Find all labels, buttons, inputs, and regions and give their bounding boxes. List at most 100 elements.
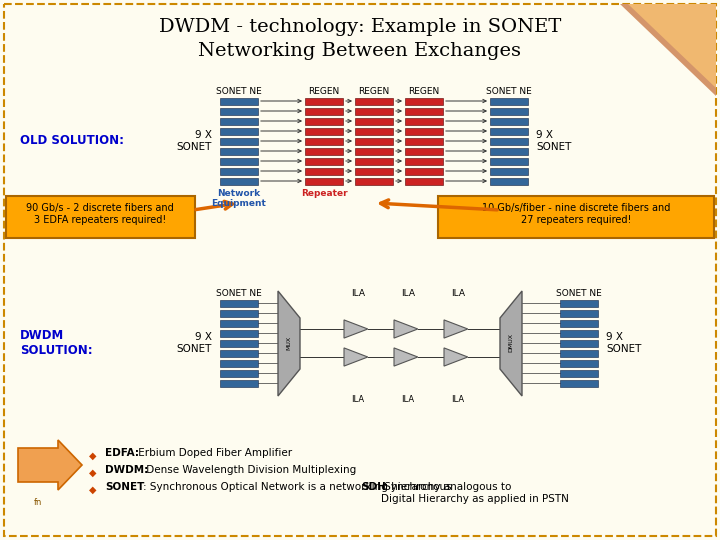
Polygon shape (394, 348, 418, 366)
Bar (220, 340, 258, 347)
Bar (220, 370, 258, 377)
Bar (405, 118, 443, 125)
Text: fn: fn (34, 498, 42, 507)
Text: ILA: ILA (351, 289, 365, 298)
Text: ◆: ◆ (89, 468, 96, 478)
Bar (405, 108, 443, 115)
Text: DMUX: DMUX (508, 334, 513, 353)
Bar (220, 310, 258, 317)
Bar (355, 148, 393, 155)
Text: ILA: ILA (451, 395, 464, 404)
Bar (490, 138, 528, 145)
Text: ◆: ◆ (89, 485, 96, 495)
Bar (355, 98, 393, 105)
Bar (560, 330, 598, 337)
Text: Network
Equipment: Network Equipment (212, 189, 266, 208)
Text: ILA: ILA (401, 289, 415, 298)
Bar (305, 168, 343, 175)
Bar (355, 128, 393, 135)
Bar (490, 98, 528, 105)
Text: 10 Gb/s/fiber - nine discrete fibers and
27 repeaters required!: 10 Gb/s/fiber - nine discrete fibers and… (482, 203, 670, 225)
Text: : Synchronous Optical Network is a networking hierarchy analogous to: : Synchronous Optical Network is a netwo… (143, 482, 515, 492)
Text: ILA: ILA (451, 289, 465, 298)
Bar (220, 360, 258, 367)
Bar (220, 158, 258, 165)
Bar (560, 350, 598, 357)
Bar (305, 118, 343, 125)
Bar (220, 148, 258, 155)
Text: Erbium Doped Fiber Amplifier: Erbium Doped Fiber Amplifier (135, 448, 292, 458)
Bar (355, 108, 393, 115)
Polygon shape (444, 320, 468, 338)
Polygon shape (628, 4, 716, 88)
Polygon shape (620, 4, 716, 96)
Polygon shape (278, 291, 300, 396)
Bar (305, 108, 343, 115)
Bar (405, 98, 443, 105)
Bar (490, 148, 528, 155)
Text: Synchronous
Digital Hierarchy as applied in PSTN: Synchronous Digital Hierarchy as applied… (381, 482, 569, 504)
Text: REGEN: REGEN (408, 87, 440, 96)
FancyBboxPatch shape (4, 4, 716, 536)
Text: EDFA:: EDFA: (105, 448, 139, 458)
Text: DWDM
SOLUTION:: DWDM SOLUTION: (20, 329, 93, 357)
Text: SDH: SDH (361, 482, 386, 492)
Text: 9 X
SONET: 9 X SONET (176, 332, 212, 354)
Bar (355, 118, 393, 125)
Text: DWDM:: DWDM: (105, 465, 148, 475)
FancyBboxPatch shape (438, 196, 714, 238)
Text: SONET: SONET (105, 482, 145, 492)
Bar (220, 380, 258, 387)
Text: MUX: MUX (287, 336, 292, 350)
Text: 9 X
SONET: 9 X SONET (176, 130, 212, 152)
FancyBboxPatch shape (6, 196, 195, 238)
Bar (355, 158, 393, 165)
Bar (405, 138, 443, 145)
Bar (355, 138, 393, 145)
Bar (490, 128, 528, 135)
Bar (220, 300, 258, 307)
Bar (560, 340, 598, 347)
Bar (560, 380, 598, 387)
Bar (220, 138, 258, 145)
Polygon shape (18, 440, 82, 490)
Bar (220, 178, 258, 185)
Text: SONET NE: SONET NE (486, 87, 532, 96)
Bar (405, 178, 443, 185)
Bar (490, 158, 528, 165)
Polygon shape (344, 348, 368, 366)
Bar (490, 108, 528, 115)
Polygon shape (394, 320, 418, 338)
Text: Dense Wavelength Division Multiplexing: Dense Wavelength Division Multiplexing (143, 465, 356, 475)
Bar (220, 320, 258, 327)
Text: ILA: ILA (402, 395, 415, 404)
Bar (560, 300, 598, 307)
Bar (405, 148, 443, 155)
Text: ◆: ◆ (89, 451, 96, 461)
Bar (220, 350, 258, 357)
Text: REGEN: REGEN (359, 87, 390, 96)
Bar (355, 168, 393, 175)
Bar (220, 168, 258, 175)
Bar (405, 128, 443, 135)
Bar (305, 158, 343, 165)
Text: ILA: ILA (351, 395, 364, 404)
Text: 9 X
SONET: 9 X SONET (536, 130, 572, 152)
Text: Networking Between Exchanges: Networking Between Exchanges (199, 42, 521, 60)
Text: REGEN: REGEN (308, 87, 340, 96)
Bar (560, 310, 598, 317)
Text: OLD SOLUTION:: OLD SOLUTION: (20, 134, 124, 147)
Bar (560, 370, 598, 377)
Bar (220, 98, 258, 105)
Bar (305, 128, 343, 135)
Text: SONET NE: SONET NE (216, 289, 262, 298)
Bar (405, 158, 443, 165)
Text: SONET NE: SONET NE (216, 87, 262, 96)
Bar (560, 360, 598, 367)
Bar (305, 138, 343, 145)
Bar (405, 168, 443, 175)
Bar (355, 178, 393, 185)
Bar (220, 108, 258, 115)
Bar (220, 118, 258, 125)
Text: SONET NE: SONET NE (556, 289, 602, 298)
